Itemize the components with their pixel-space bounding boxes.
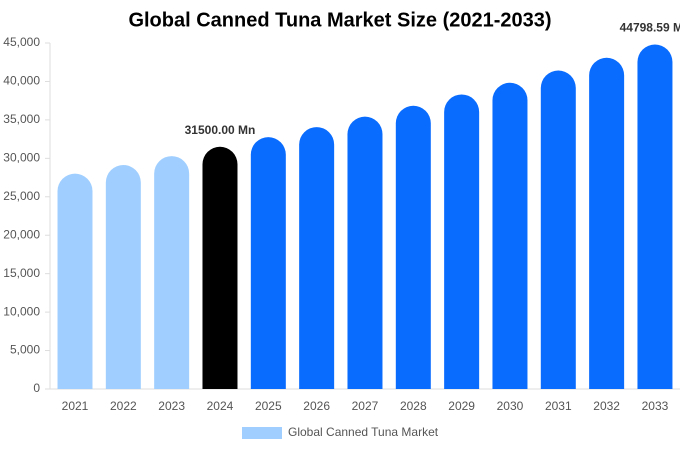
y-tick-label: 25,000 <box>3 189 40 203</box>
bar <box>444 94 480 389</box>
bar <box>395 105 431 389</box>
bar <box>637 44 673 390</box>
bar <box>154 156 190 389</box>
x-tick-label: 2032 <box>593 399 620 413</box>
bar <box>540 70 576 390</box>
value-label: 31500.00 Mn <box>185 123 256 137</box>
y-tick-label: 15,000 <box>3 266 40 280</box>
y-tick-label: 30,000 <box>3 151 40 165</box>
bar <box>589 57 625 389</box>
bar <box>299 127 335 390</box>
legend-swatch <box>242 427 282 439</box>
y-tick-label: 35,000 <box>3 112 40 126</box>
x-tick-label: 2022 <box>110 399 137 413</box>
x-tick-label: 2023 <box>158 399 185 413</box>
y-tick-label: 45,000 <box>3 35 40 49</box>
bar <box>57 173 93 389</box>
y-tick-label: 40,000 <box>3 74 40 88</box>
x-tick-label: 2028 <box>400 399 427 413</box>
x-tick-label: 2024 <box>207 399 234 413</box>
y-tick-label: 5,000 <box>10 343 40 357</box>
x-tick-label: 2029 <box>448 399 475 413</box>
y-tick-label: 20,000 <box>3 227 40 241</box>
value-label: 44798.59 Mn <box>620 21 680 35</box>
bar <box>202 146 238 389</box>
x-tick-label: 2021 <box>62 399 89 413</box>
bar <box>105 165 141 389</box>
x-tick-label: 2031 <box>545 399 572 413</box>
x-tick-label: 2033 <box>642 399 669 413</box>
x-tick-label: 2027 <box>352 399 379 413</box>
x-tick-label: 2026 <box>303 399 330 413</box>
y-tick-label: 10,000 <box>3 304 40 318</box>
bar <box>347 116 383 390</box>
y-tick-label: 0 <box>33 381 40 395</box>
x-tick-label: 2025 <box>255 399 282 413</box>
legend-label: Global Canned Tuna Market <box>288 425 439 439</box>
x-tick-label: 2030 <box>497 399 524 413</box>
bar <box>492 82 528 389</box>
bar <box>250 137 286 389</box>
chart-title: Global Canned Tuna Market Size (2021-203… <box>128 9 551 31</box>
